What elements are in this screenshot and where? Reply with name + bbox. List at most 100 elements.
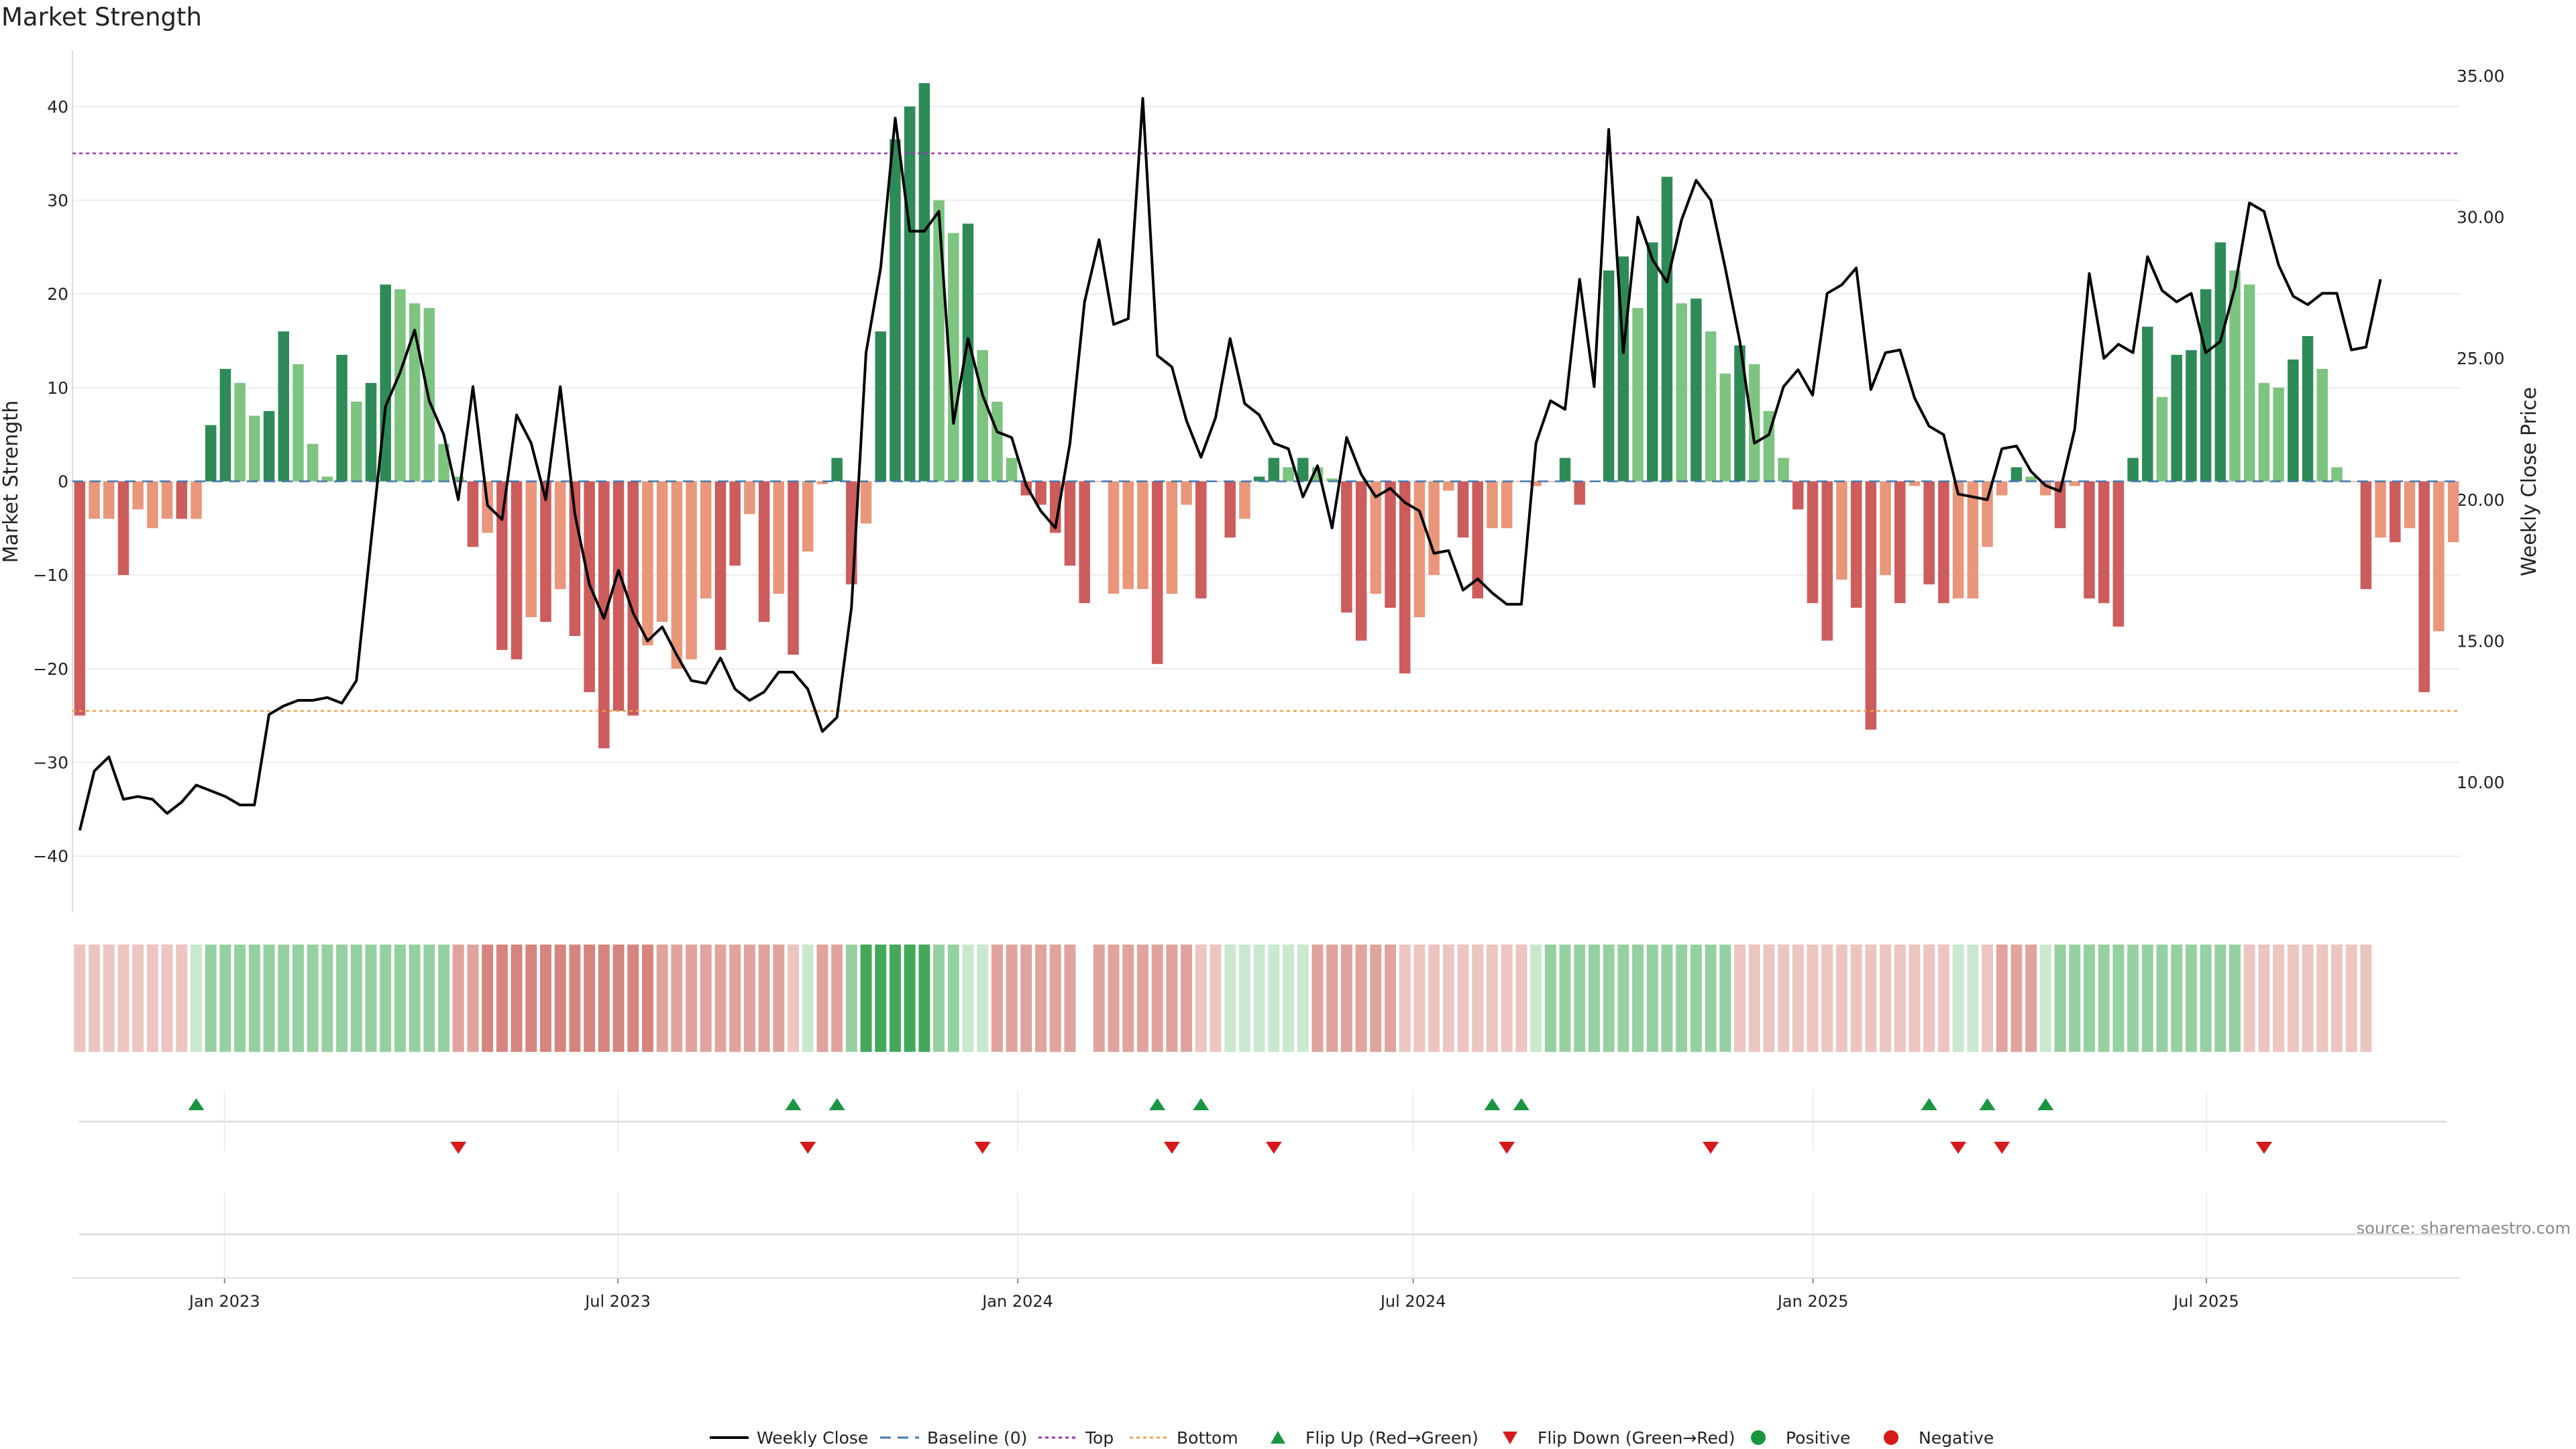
strength-bar bbox=[1268, 458, 1280, 482]
strength-bar bbox=[816, 481, 828, 484]
heat-cell bbox=[2200, 945, 2212, 1052]
strength-bar bbox=[1850, 481, 1862, 608]
strength-bar bbox=[1399, 481, 1411, 674]
strength-bar bbox=[1108, 481, 1120, 594]
heat-cell bbox=[1268, 945, 1280, 1052]
heat-cell bbox=[2171, 945, 2183, 1052]
heat-cell bbox=[2054, 945, 2066, 1052]
strength-bar bbox=[191, 481, 202, 519]
flip-down-marker bbox=[1950, 1142, 1967, 1154]
heat-cell bbox=[962, 945, 974, 1052]
strength-bar bbox=[2404, 481, 2416, 529]
heat-cell bbox=[1428, 945, 1440, 1052]
strength-bar bbox=[219, 368, 231, 482]
strength-bar bbox=[103, 481, 115, 519]
strength-bar bbox=[1530, 481, 1542, 486]
strength-bar bbox=[2142, 327, 2153, 482]
strength-bar bbox=[1341, 481, 1352, 613]
strength-bar bbox=[2069, 481, 2081, 486]
strength-bar bbox=[700, 481, 712, 599]
heat-cell bbox=[1792, 945, 1804, 1052]
strength-bar bbox=[1064, 481, 1076, 566]
strength-bar bbox=[612, 481, 625, 711]
strength-bar bbox=[74, 481, 86, 716]
strength-bar bbox=[525, 481, 537, 618]
heat-cell bbox=[2156, 945, 2168, 1052]
strength-bar bbox=[962, 223, 974, 482]
heat-cell bbox=[816, 945, 828, 1052]
strength-bar bbox=[2288, 359, 2299, 482]
weekly-close-line bbox=[78, 97, 2382, 831]
left-tick-label: 20 bbox=[47, 284, 68, 304]
strength-bar bbox=[496, 481, 508, 650]
heat-cell bbox=[336, 945, 348, 1052]
heat-cell bbox=[2025, 945, 2037, 1052]
heat-cell bbox=[714, 945, 727, 1052]
heat-cell bbox=[1006, 945, 1018, 1052]
heat-cell bbox=[161, 945, 173, 1052]
strength-bar bbox=[278, 331, 290, 482]
heat-cell bbox=[1238, 945, 1250, 1052]
heat-cell bbox=[977, 945, 989, 1052]
right-tick-label: 35.00 bbox=[2457, 66, 2505, 86]
strength-bar bbox=[2171, 354, 2182, 482]
strength-bar bbox=[788, 481, 799, 655]
heat-cell bbox=[321, 945, 333, 1052]
heat-cell bbox=[350, 945, 362, 1052]
heat-cell bbox=[2141, 945, 2153, 1052]
strength-bar bbox=[1952, 481, 1964, 599]
strength-bar bbox=[321, 476, 333, 482]
strength-bar bbox=[132, 481, 144, 510]
legend-label: Flip Down (Green→Red) bbox=[1538, 1428, 1735, 1448]
strength-bar bbox=[1982, 481, 1993, 547]
heat-cell bbox=[845, 945, 857, 1052]
heat-cell bbox=[1544, 945, 1556, 1052]
strength-bar bbox=[2316, 368, 2328, 482]
heat-cell bbox=[2331, 945, 2343, 1052]
strength-bar bbox=[656, 481, 668, 623]
heat-cell bbox=[2083, 945, 2095, 1052]
strength-bar bbox=[627, 481, 639, 716]
heat-cell bbox=[2316, 945, 2328, 1052]
legend[interactable]: Weekly Close Baseline (0) Top Bottom Flip Up… bbox=[710, 1428, 1994, 1448]
heat-cell bbox=[2185, 945, 2197, 1052]
heat-cell bbox=[365, 945, 377, 1052]
heat-cell bbox=[1909, 945, 1921, 1052]
heat-cell bbox=[1355, 945, 1367, 1052]
legend-label: Flip Up (Red→Green) bbox=[1305, 1428, 1479, 1448]
flip-down-marker bbox=[1163, 1142, 1180, 1154]
heat-cell bbox=[656, 945, 668, 1052]
strength-bar bbox=[1996, 481, 2008, 496]
heat-cell bbox=[875, 945, 887, 1052]
strength-bar bbox=[1719, 373, 1731, 482]
strength-bar bbox=[1807, 481, 1819, 604]
heat-cell bbox=[641, 945, 653, 1052]
flip-down-marker bbox=[2255, 1142, 2272, 1154]
strength-bar bbox=[2200, 289, 2212, 482]
strength-bar bbox=[263, 411, 275, 482]
strength-bar bbox=[1181, 481, 1192, 505]
heat-cell bbox=[1850, 945, 1862, 1052]
strength-bar bbox=[569, 481, 581, 636]
heat-cell bbox=[598, 945, 610, 1052]
strength-bar bbox=[1385, 481, 1396, 608]
strength-bar bbox=[2302, 336, 2314, 482]
heat-cell bbox=[423, 945, 435, 1052]
strength-bar bbox=[1355, 481, 1367, 641]
heat-cell bbox=[2098, 945, 2110, 1052]
heat-cell bbox=[1210, 945, 1222, 1052]
heat-cell bbox=[743, 945, 755, 1052]
heat-cell bbox=[1982, 945, 1993, 1052]
heat-cell bbox=[2010, 945, 2023, 1052]
heat-cell bbox=[2112, 945, 2125, 1052]
heat-cell bbox=[89, 945, 101, 1052]
strength-bar bbox=[2258, 382, 2270, 482]
heat-cell bbox=[117, 945, 129, 1052]
left-tick-label: −40 bbox=[33, 847, 68, 866]
strength-bar bbox=[176, 481, 188, 519]
strength-bar bbox=[1079, 481, 1090, 604]
strength-bars bbox=[74, 83, 2459, 749]
strength-bar bbox=[2229, 270, 2241, 482]
heat-cell bbox=[554, 945, 566, 1052]
left-tick-label: −30 bbox=[33, 753, 68, 773]
